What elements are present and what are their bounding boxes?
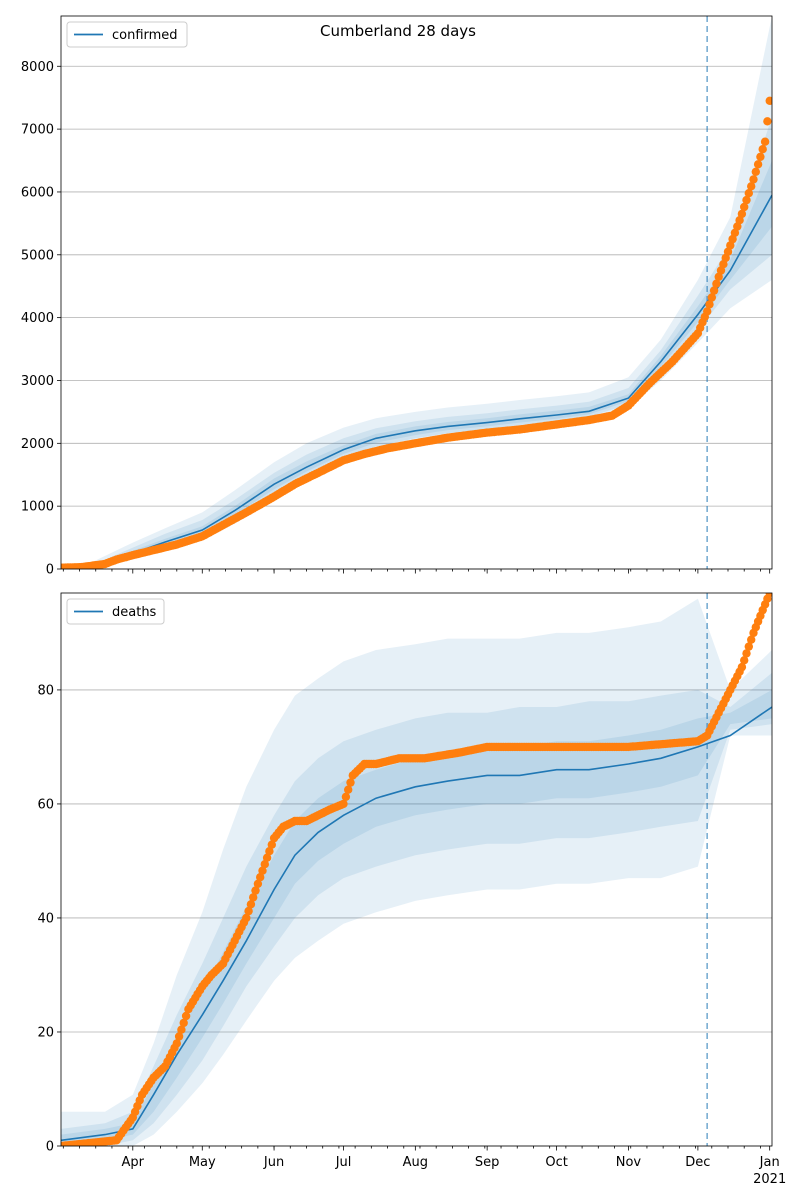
observed-point [758,145,767,154]
x-tick-label: Jan [759,1155,780,1170]
observed-point [341,792,351,801]
observed-point [246,900,256,909]
observed-point [751,167,760,176]
x-tick-label: Aug [403,1155,428,1170]
observed-point [712,279,721,288]
x-tick-label: May [189,1155,216,1170]
observed-point [714,272,723,281]
observed-point [753,160,763,169]
observed-point [262,853,272,862]
observed-point [723,247,733,256]
observed-point [749,175,758,184]
y-tick-label: 7000 [21,123,54,138]
observed-point [709,286,719,295]
x-tick-sublabel: 2021 [753,1172,786,1187]
observed-point [728,234,737,244]
observed-point [730,228,740,237]
y-tick-label: 5000 [21,248,54,263]
observed-point [716,266,726,275]
observed-point [744,189,753,198]
y-tick-label: 80 [37,683,54,698]
observed-point [346,778,355,787]
observed-point [705,300,714,309]
confirmed-panel: 0 1000 2000 3000 4000 5000 6000 7000 8000 confirm… [21,15,773,578]
observed-point [181,1011,191,1021]
observed-point [719,260,728,269]
observed-point [174,1032,184,1041]
confirmed-median-line [61,194,772,569]
observed-point [251,886,260,895]
x-tick-label: Nov [616,1155,642,1170]
observed-point [740,202,749,212]
observed-point [703,307,712,316]
y-tick-label: 8000 [21,60,54,75]
axes-frame [60,15,773,570]
observed-point [756,152,765,161]
observed-point [747,182,756,191]
x-tick-label: Dec [685,1155,710,1170]
observed-point [742,649,751,658]
observed-point [735,216,744,225]
x-tick-label: Apr [122,1155,145,1170]
x-tick-label: Sep [475,1155,500,1170]
plot-area [61,593,772,1146]
x-tick-label: Oct [545,1155,567,1170]
observed-points [61,593,772,1146]
y-tick-label: 6000 [21,185,54,200]
legend-box [66,21,188,48]
deaths-median-line [61,706,772,1142]
deaths-panel: 0 20 40 60 80 Apr May Jun Jul Aug Sep Oct Nov Dec Jan 2… [37,592,786,1187]
observed-point [172,1039,181,1048]
uncertainty-band-2 [61,672,772,1146]
observed-point [737,209,747,219]
uncertainty-band-1 [61,16,772,569]
observed-point [747,635,756,644]
observed-point [256,873,265,882]
y-tick-label: 40 [37,911,54,926]
observed-point [742,195,751,205]
observed-point [344,785,353,794]
observed-point [737,662,747,672]
observed-point [707,293,716,302]
observed-point [760,137,770,146]
observed-point [260,860,269,869]
observed-point [765,96,772,105]
y-tick-label: 1000 [21,500,54,515]
observed-point [740,656,749,665]
legend-label: confirmed [112,28,178,43]
y-tick-label: 3000 [21,374,54,389]
y-tick-label: 2000 [21,437,54,452]
observed-point [253,879,263,888]
uncertainty-band-1 [61,598,772,1146]
legend-label: deaths [112,605,157,620]
observed-point [763,117,772,126]
observed-points [61,96,772,569]
observed-point [765,593,772,598]
plot-area [61,16,772,569]
observed-point [179,1018,188,1028]
y-tick-label: 0 [46,1140,54,1155]
legend-box [66,598,165,625]
figure-title: Cumberland 28 days [320,22,476,40]
observed-point [258,866,267,875]
observed-point [744,642,753,651]
observed-point [726,241,735,250]
y-tick-label: 20 [37,1025,54,1040]
observed-point [244,906,253,916]
observed-point [733,222,742,231]
axes-frame [60,592,773,1147]
observed-point [177,1025,186,1034]
x-tick-label: Jun [263,1155,284,1170]
observed-point [242,913,251,923]
y-tick-label: 60 [37,797,54,812]
x-tick-label: Jul [335,1155,352,1170]
observed-point [267,840,276,849]
observed-point [339,799,348,809]
y-tick-label: 0 [46,563,54,578]
y-tick-label: 4000 [21,311,54,326]
observed-point [265,847,274,856]
observed-point [249,893,258,902]
